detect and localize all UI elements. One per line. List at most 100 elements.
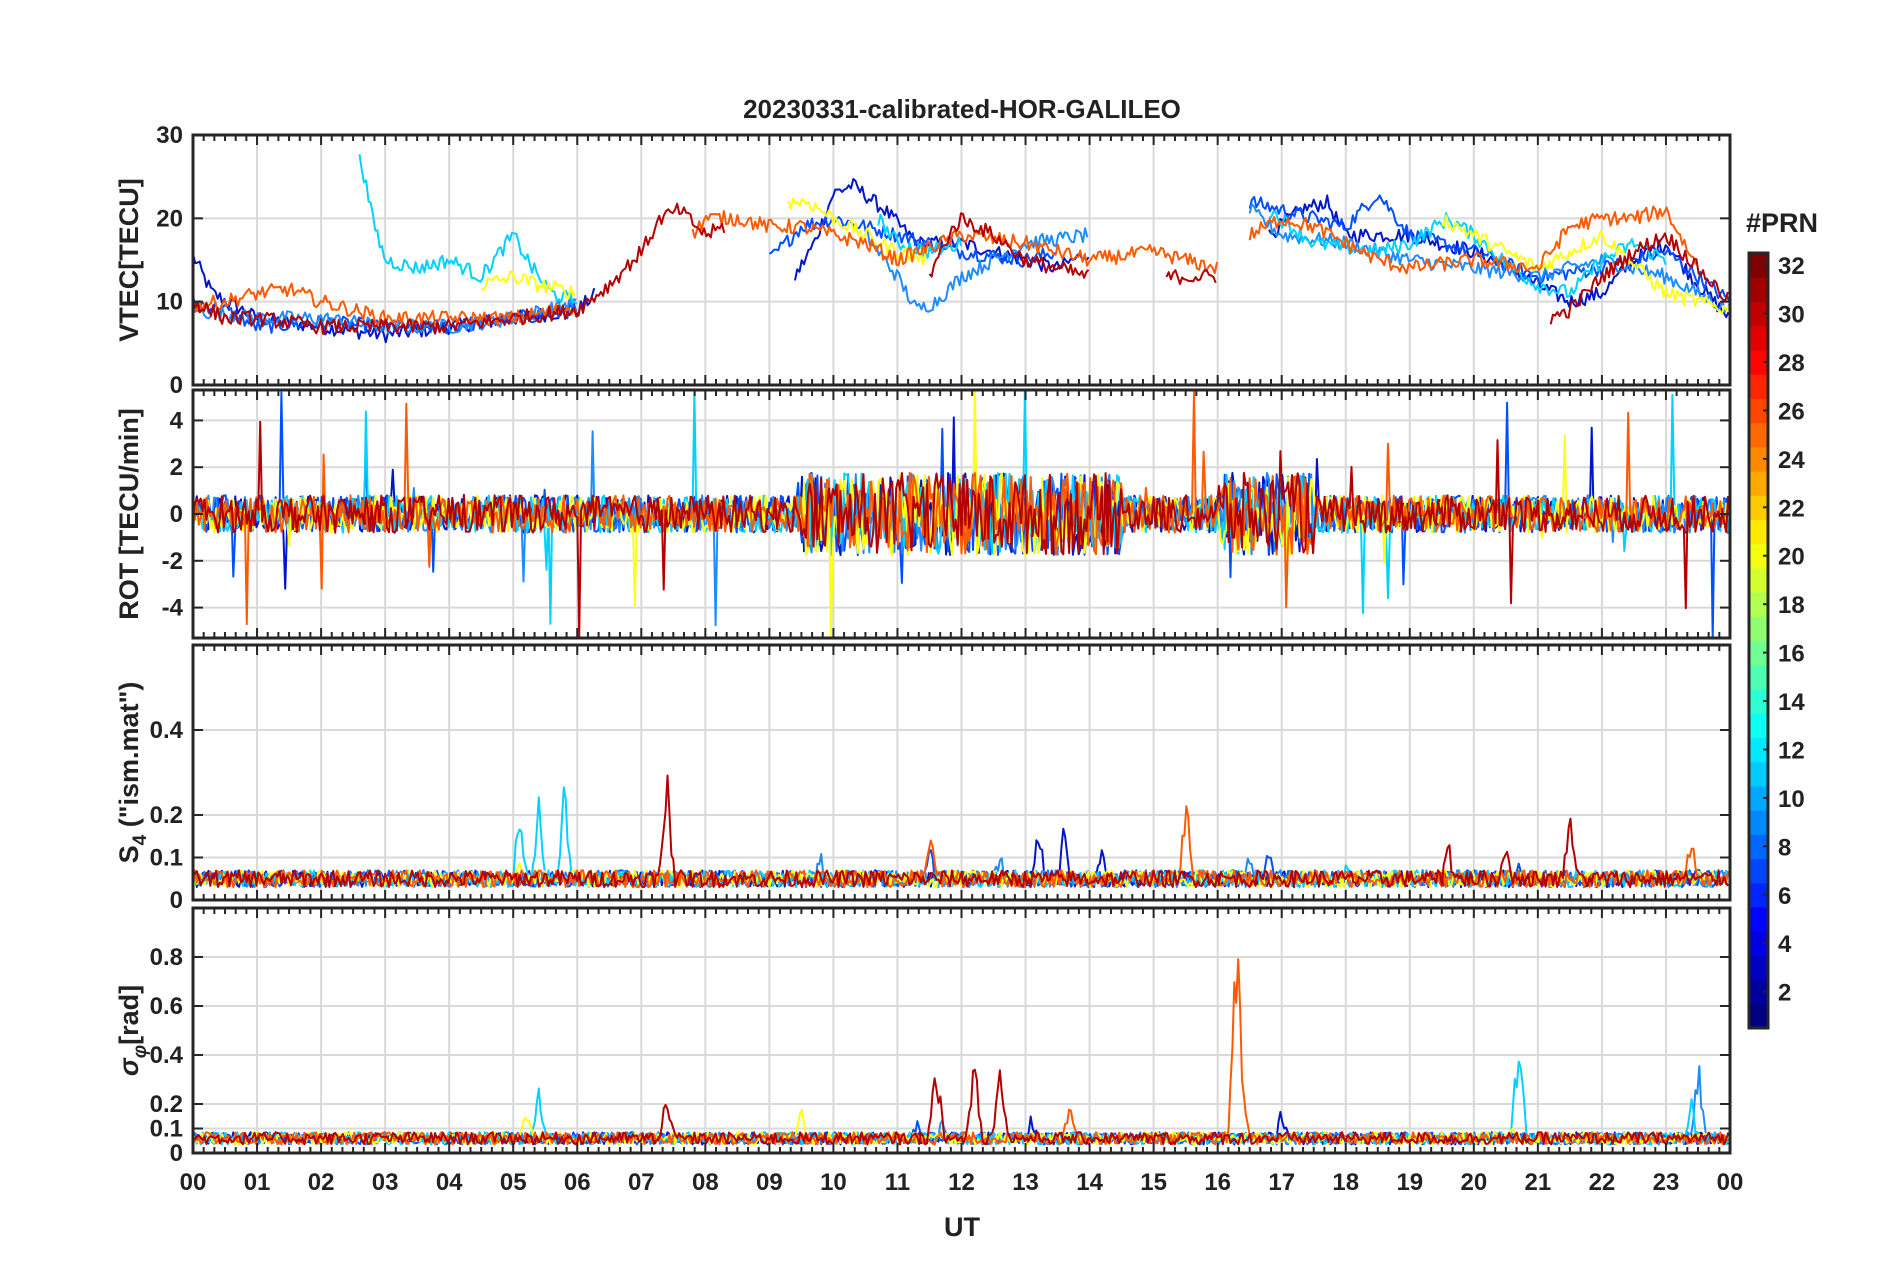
panel-4: 00.10.2 0.4 0.6 0.8 σφ[rad] xyxy=(114,906,1732,1167)
y-tick-label: 0.4 xyxy=(150,717,184,744)
x-tick-label: 16 xyxy=(1204,1169,1231,1196)
colorbar-tick-label: 24 xyxy=(1778,447,1805,474)
colorbar-swatch xyxy=(1749,325,1768,351)
y-tick-label: 0 xyxy=(170,501,183,528)
colorbar-tick-label: 20 xyxy=(1778,544,1805,571)
y-tick-label: 10 xyxy=(156,289,183,316)
x-tick-label: 19 xyxy=(1396,1169,1423,1196)
colorbar-tick-label: 32 xyxy=(1778,253,1805,280)
y-tick-label: 2 xyxy=(170,454,183,481)
x-tick-label: 22 xyxy=(1589,1169,1616,1196)
colorbar-tick-label: 26 xyxy=(1778,398,1805,425)
x-axis-label: UT xyxy=(944,1212,980,1242)
series-line-prn-31 xyxy=(193,774,1729,889)
series-line-prn-31 xyxy=(193,1068,1730,1146)
colorbar-swatch xyxy=(1749,616,1768,642)
x-tick-label: 11 xyxy=(885,1169,910,1196)
colorbar-swatch xyxy=(1749,495,1768,521)
colorbar-swatch xyxy=(1749,567,1768,593)
colorbar-swatch xyxy=(1749,761,1768,787)
colorbar-swatch xyxy=(1749,1003,1768,1029)
y-tick-label: 0.2 xyxy=(150,802,183,829)
panel-3: 0 0.1 0.2 0.4S4 ("ism.mat") xyxy=(114,643,1732,914)
colorbar-swatch xyxy=(1749,858,1768,884)
chart-title: 20230331-calibrated-HOR-GALILEO xyxy=(743,94,1181,124)
y-tick-label: 0.6 xyxy=(150,993,183,1020)
colorbar-swatch xyxy=(1749,640,1768,666)
colorbar-tick-label: 22 xyxy=(1778,495,1805,522)
colorbar-tick-label: 4 xyxy=(1778,931,1792,958)
x-tick-label: 03 xyxy=(372,1169,399,1196)
y-axis-label: S4 ("ism.mat") xyxy=(114,682,151,864)
x-tick-label: 20 xyxy=(1460,1169,1487,1196)
colorbar-swatch xyxy=(1749,301,1768,327)
y-tick-label: 0.1 xyxy=(150,845,183,872)
colorbar-swatch xyxy=(1749,785,1768,811)
colorbar-swatch xyxy=(1749,543,1768,569)
y-tick-label: 0.2 xyxy=(150,1091,183,1118)
colorbar-swatch xyxy=(1749,979,1768,1005)
y-tick-label: 0.8 xyxy=(150,944,183,971)
colorbar-swatch xyxy=(1749,931,1768,956)
colorbar-swatch xyxy=(1749,422,1768,448)
colorbar-swatch xyxy=(1749,592,1768,617)
colorbar-swatch xyxy=(1749,277,1768,303)
x-tick-label: 10 xyxy=(820,1169,847,1196)
colorbar-tick-label: 16 xyxy=(1778,641,1805,668)
y-tick-label: -2 xyxy=(162,548,183,575)
series-line-prn-12 xyxy=(358,154,1667,305)
x-tick-label: 05 xyxy=(500,1169,527,1196)
x-tick-label: 09 xyxy=(756,1169,783,1196)
y-axis-label: σφ[rad] xyxy=(114,985,151,1076)
colorbar-frame xyxy=(1747,251,1770,1030)
series-line-prn-19 xyxy=(480,197,1730,315)
y-tick-label: 0 xyxy=(170,1140,183,1167)
x-tick-label: 02 xyxy=(308,1169,335,1196)
colorbar-tick-label: 8 xyxy=(1778,834,1791,861)
colorbar-swatch xyxy=(1749,253,1768,278)
series-line-prn-31 xyxy=(193,420,1730,638)
colorbar-swatch xyxy=(1749,906,1768,932)
y-tick-label: 0 xyxy=(170,887,183,914)
colorbar-swatch xyxy=(1749,713,1768,738)
colorbar-swatch xyxy=(1749,810,1768,835)
series-line-prn-31 xyxy=(193,202,1729,335)
y-tick-label: -4 xyxy=(162,595,184,622)
colorbar-swatch xyxy=(1749,374,1768,399)
x-tick-label: 21 xyxy=(1525,1169,1552,1196)
colorbar-swatch xyxy=(1749,349,1768,375)
x-tick-label: 13 xyxy=(1012,1169,1039,1196)
colorbar-tick-label: 18 xyxy=(1778,592,1805,619)
colorbar-tick-label: 6 xyxy=(1778,883,1791,910)
x-tick-label: 23 xyxy=(1653,1169,1680,1196)
x-tick-label: 08 xyxy=(692,1169,719,1196)
colorbar-tick-label: 14 xyxy=(1778,689,1805,716)
colorbar-swatch xyxy=(1749,882,1768,908)
y-tick-label: 4 xyxy=(170,407,184,434)
y-tick-label: 30 xyxy=(156,122,183,149)
x-tick-label: 15 xyxy=(1140,1169,1167,1196)
colorbar-title: #PRN xyxy=(1746,208,1818,238)
colorbar-swatch xyxy=(1749,398,1768,424)
x-tick-label: 04 xyxy=(436,1169,463,1196)
x-tick-label: 12 xyxy=(948,1169,975,1196)
x-tick-label: 17 xyxy=(1268,1169,1295,1196)
x-tick-label: 18 xyxy=(1332,1169,1359,1196)
x-tick-label: 00 xyxy=(180,1169,207,1196)
y-tick-label: 0.1 xyxy=(150,1116,183,1143)
y-tick-label: 0 xyxy=(170,372,183,399)
y-axis-label: VTEC[TECU] xyxy=(114,178,144,342)
y-tick-label: 0.4 xyxy=(150,1042,184,1069)
colorbar-swatch xyxy=(1749,955,1768,981)
x-tick-label: 00 xyxy=(1717,1169,1744,1196)
y-tick-label: 20 xyxy=(156,205,183,232)
colorbar-swatch xyxy=(1749,519,1768,545)
colorbar-swatch xyxy=(1749,737,1768,763)
colorbar-swatch xyxy=(1749,470,1768,496)
colorbar-tick-label: 30 xyxy=(1778,302,1805,329)
colorbar-swatch xyxy=(1749,688,1768,714)
colorbar-swatch xyxy=(1749,664,1768,690)
x-tick-label: 07 xyxy=(628,1169,655,1196)
